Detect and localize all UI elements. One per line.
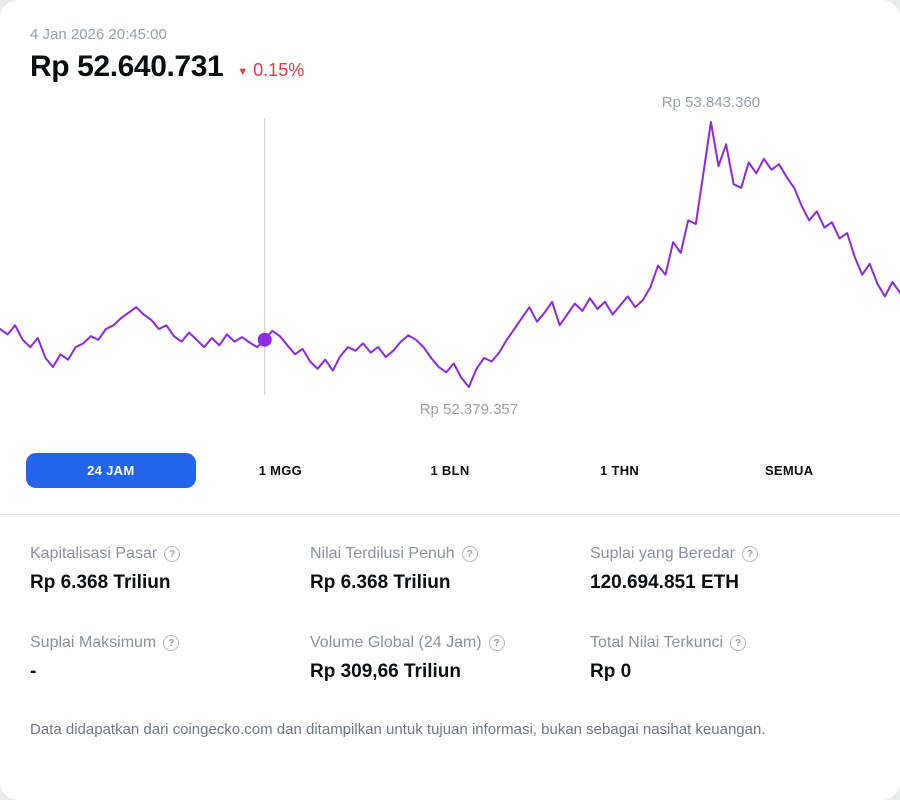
price-change: 0.15%	[237, 60, 304, 81]
stat-max-supply: Suplai Maksimum -	[30, 634, 310, 683]
stat-label: Volume Global (24 Jam)	[310, 634, 482, 651]
stat-label: Nilai Terdilusi Penuh	[310, 545, 455, 562]
help-icon[interactable]	[730, 635, 747, 651]
stat-value: -	[30, 661, 37, 682]
stat-label: Kapitalisasi Pasar	[30, 545, 158, 562]
stat-total-value-locked: Total Nilai Terkunci Rp 0	[590, 634, 870, 683]
stat-value: Rp 6.368 Triliun	[30, 572, 171, 593]
stat-fully-diluted: Nilai Terdilusi Penuh Rp 6.368 Triliun	[310, 545, 590, 594]
timeframe-tabs: 24 JAM 1 MGG 1 BLN 1 THN SEMUA	[0, 453, 900, 488]
stat-circulating-supply: Suplai yang Beredar 120.694.851 ETH	[590, 545, 870, 594]
help-icon[interactable]	[163, 635, 180, 651]
stat-value: Rp 6.368 Triliun	[310, 572, 451, 593]
price-chart-svg[interactable]	[0, 92, 900, 437]
price-timestamp: 4 Jan 2026 20:45:00	[30, 26, 167, 43]
tab-semua[interactable]: SEMUA	[764, 463, 814, 478]
price-line	[0, 121, 900, 388]
chart-high-label: Rp 53.843.360	[661, 94, 761, 111]
stat-value: Rp 0	[590, 661, 632, 682]
stats-grid: Kapitalisasi Pasar Rp 6.368 Triliun Nila…	[0, 515, 900, 683]
tab-1-mgg[interactable]: 1 MGG	[258, 463, 303, 478]
stat-value: Rp 309,66 Triliun	[310, 661, 461, 682]
help-icon[interactable]	[741, 546, 758, 562]
stat-label: Total Nilai Terkunci	[590, 634, 724, 651]
help-icon[interactable]	[164, 546, 181, 562]
help-icon[interactable]	[461, 546, 478, 562]
disclaimer-text: Data didapatkan dari coingecko.com dan d…	[30, 721, 766, 738]
price-header: 4 Jan 2026 20:45:00 Rp 52.640.731 0.15%	[0, 0, 900, 84]
price-change-value: 0.15%	[253, 60, 305, 80]
tab-1-thn[interactable]: 1 THN	[600, 463, 640, 478]
stat-global-volume: Volume Global (24 Jam) Rp 309,66 Triliun	[310, 634, 590, 683]
section-divider	[0, 514, 900, 515]
down-triangle-icon	[237, 60, 248, 81]
stat-label: Suplai yang Beredar	[590, 545, 735, 562]
stat-value: 120.694.851 ETH	[590, 572, 739, 593]
crosshair-dot	[257, 332, 272, 347]
price-chart[interactable]: Rp 53.843.360 Rp 52.379.357	[0, 92, 900, 437]
chart-low-label: Rp 52.379.357	[419, 401, 519, 418]
current-price: Rp 52.640.731	[30, 50, 224, 83]
tab-1-bln[interactable]: 1 BLN	[430, 463, 470, 478]
stat-label: Suplai Maksimum	[30, 634, 157, 651]
help-icon[interactable]	[488, 635, 505, 651]
tab-24-jam[interactable]: 24 JAM	[26, 453, 196, 488]
stat-market-cap: Kapitalisasi Pasar Rp 6.368 Triliun	[30, 545, 310, 594]
